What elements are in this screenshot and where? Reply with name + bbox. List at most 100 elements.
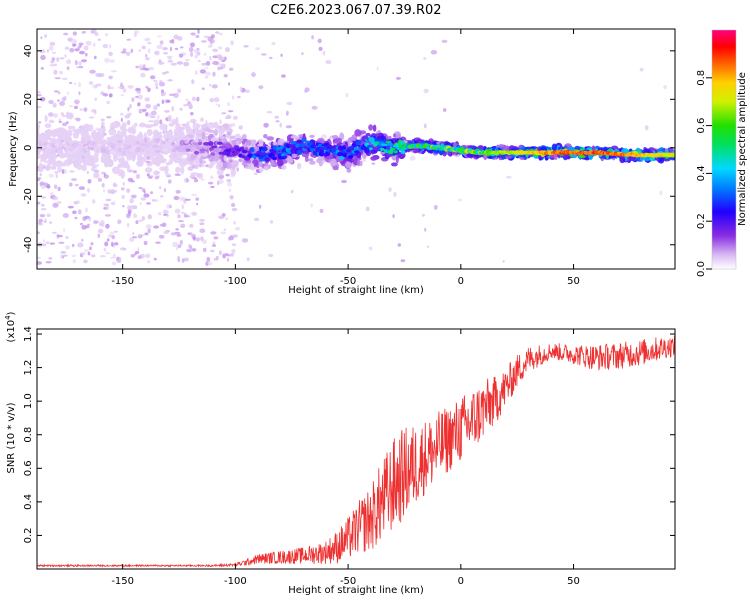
noise-point [130, 194, 137, 199]
noise-point [51, 51, 57, 54]
noise-point [175, 228, 179, 231]
noise-point [212, 61, 219, 65]
noise-point [88, 217, 92, 222]
noise-point [197, 59, 201, 63]
noise-point [156, 103, 160, 107]
band-point [201, 131, 206, 140]
band-point [297, 162, 302, 170]
noise-point [37, 201, 41, 205]
noise-point [146, 202, 151, 205]
noise-point [154, 50, 160, 56]
noise-point [78, 61, 82, 66]
noise-point [37, 261, 42, 265]
band-point [427, 140, 431, 145]
noise-point [135, 251, 140, 254]
band-point [395, 156, 399, 164]
noise-point [78, 65, 84, 69]
noise-point [424, 227, 427, 232]
band-point [380, 151, 385, 155]
signal-point [225, 148, 230, 153]
noise-point [112, 261, 116, 266]
band-point [189, 118, 197, 124]
noise-point [167, 55, 173, 59]
noise-point [38, 121, 42, 124]
noise-point [74, 48, 80, 52]
noise-point [85, 52, 88, 57]
noise-point [190, 51, 194, 57]
noise-point [158, 61, 165, 65]
noise-point [75, 183, 79, 187]
noise-point [48, 112, 54, 117]
noise-point [201, 62, 207, 66]
noise-point [433, 204, 438, 210]
noise-point [39, 214, 46, 218]
noise-point [57, 186, 61, 192]
band-point [349, 157, 354, 163]
noise-point [104, 241, 109, 247]
band-point [223, 154, 228, 162]
band-point [188, 130, 194, 135]
noise-point [133, 213, 138, 219]
signal-point [141, 143, 146, 147]
band-point [370, 156, 377, 161]
band-point [368, 124, 373, 131]
noise-point [58, 118, 62, 122]
band-point [88, 160, 96, 166]
noise-point [232, 95, 235, 100]
noise-point [228, 236, 231, 241]
noise-point [113, 200, 116, 206]
noise-point [423, 88, 429, 94]
noise-point [207, 261, 213, 266]
signal-point [217, 141, 223, 145]
noise-point [137, 255, 142, 260]
noise-point [126, 119, 131, 126]
noise-point [204, 76, 209, 79]
noise-point [109, 93, 113, 98]
noise-point [231, 248, 236, 254]
noise-point [71, 254, 76, 258]
noise-point [230, 40, 234, 46]
band-point [44, 123, 52, 128]
noise-point [80, 193, 87, 197]
signal-point [347, 146, 355, 150]
noise-point [199, 219, 205, 222]
noise-point [145, 53, 148, 58]
noise-point [48, 100, 54, 104]
signal-point [207, 141, 214, 146]
noise-point [202, 239, 207, 244]
noise-point [165, 173, 171, 177]
signal-point [184, 144, 191, 149]
y-tick-label: 40 [23, 44, 34, 57]
band-point [352, 155, 358, 160]
noise-point [126, 213, 131, 219]
noise-point [103, 247, 107, 252]
noise-point [77, 45, 81, 49]
band-point [180, 166, 185, 175]
noise-point [158, 212, 162, 216]
x-tick-label: -50 [340, 276, 356, 287]
signal-point [337, 152, 343, 157]
noise-point [101, 183, 105, 188]
band-point [82, 161, 88, 166]
band-point [93, 172, 100, 179]
signal-point [126, 144, 132, 149]
spectrogram-y-label: Frequency (Hz) [8, 111, 19, 187]
noise-point [106, 238, 110, 242]
noise-point [137, 234, 143, 239]
noise-point [74, 105, 78, 110]
noise-point [83, 45, 89, 51]
signal-point [338, 155, 345, 160]
band-point [232, 115, 238, 120]
band-point [225, 134, 230, 138]
band-point [146, 163, 153, 167]
noise-point [63, 228, 66, 233]
noise-point [78, 82, 81, 88]
signal-point [282, 155, 288, 159]
noise-point [165, 99, 171, 103]
noise-point [91, 109, 97, 113]
noise-point [49, 242, 55, 245]
band-point [173, 157, 178, 164]
noise-point [72, 31, 78, 36]
noise-point [254, 217, 260, 222]
